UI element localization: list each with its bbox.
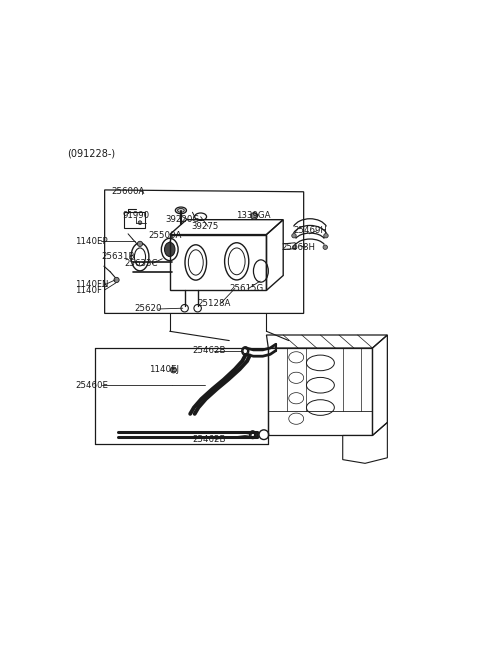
Text: 39275: 39275 [192, 222, 219, 231]
Text: 25500A: 25500A [148, 231, 182, 240]
Circle shape [251, 213, 258, 219]
Text: 25615G: 25615G [229, 284, 264, 293]
Text: 1140FT: 1140FT [75, 286, 107, 295]
Circle shape [170, 367, 177, 373]
Ellipse shape [175, 207, 186, 214]
Text: 1140EJ: 1140EJ [148, 365, 179, 374]
Text: 1140FN: 1140FN [75, 280, 108, 289]
Text: 25462B: 25462B [192, 435, 226, 443]
Circle shape [323, 245, 327, 249]
Text: 25468H: 25468H [281, 243, 315, 252]
Text: 25128A: 25128A [198, 299, 231, 308]
Text: 25631B: 25631B [101, 253, 134, 261]
Circle shape [137, 241, 143, 247]
Text: 39220G: 39220G [165, 215, 199, 224]
Text: 91990: 91990 [122, 211, 150, 220]
Text: 25460E: 25460E [75, 380, 108, 390]
Text: 1140EP: 1140EP [75, 237, 108, 246]
Circle shape [292, 234, 296, 238]
Text: 25633C: 25633C [124, 259, 158, 268]
Text: 25620: 25620 [134, 304, 162, 314]
Text: 25469H: 25469H [294, 226, 327, 236]
Circle shape [114, 277, 119, 283]
Text: 25462B: 25462B [192, 346, 226, 356]
Circle shape [324, 234, 328, 238]
Circle shape [292, 245, 297, 249]
Text: 1339GA: 1339GA [236, 211, 270, 220]
Ellipse shape [165, 242, 175, 256]
Text: 25600A: 25600A [111, 187, 144, 196]
Circle shape [138, 221, 142, 224]
Text: (091228-): (091228-) [67, 148, 115, 159]
